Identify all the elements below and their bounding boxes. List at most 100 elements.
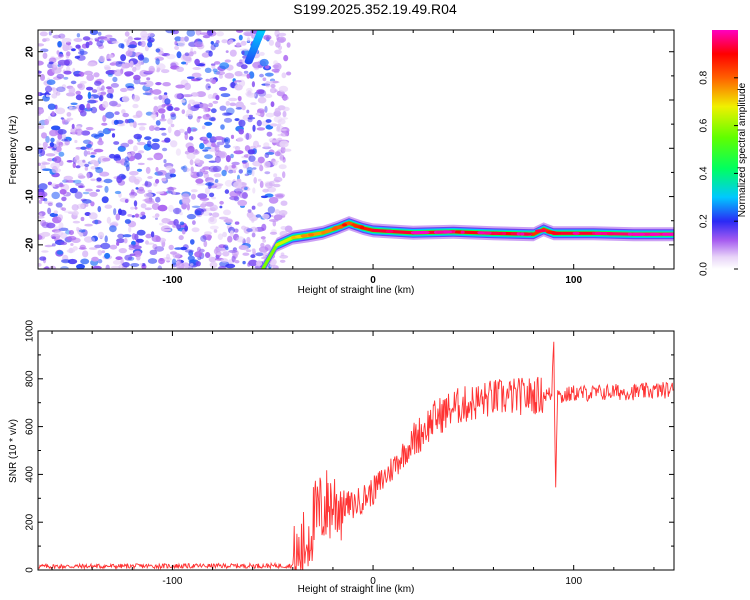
heatmap-noise-blob	[70, 102, 78, 106]
heatmap-noise-blob	[238, 169, 243, 174]
heatmap-noise-blob	[194, 210, 202, 216]
heatmap-noise-blob	[273, 60, 278, 66]
heatmap-noise-blob	[194, 158, 201, 164]
heatmap-noise-blob	[38, 107, 45, 115]
heatmap-noise-blob	[261, 223, 267, 231]
colorbar: 0.0 0.2 0.4 0.6 0.8 Normalized spectral ampl…	[699, 30, 748, 276]
heatmap-noise-blob	[159, 127, 167, 131]
heatmap-noise-blob	[247, 209, 252, 213]
heatmap-noise-blob	[124, 119, 129, 124]
heatmap-noise-blob	[152, 215, 159, 219]
heatmap-noise-blob	[162, 82, 171, 87]
heatmap-ridge-segment	[361, 226, 375, 232]
heatmap-noise-blob	[146, 242, 155, 245]
heatmap-noise-blob	[161, 228, 172, 232]
heatmap-noise-blob	[246, 73, 251, 79]
heatmap-noise-blob	[231, 161, 240, 166]
heatmap-noise-blob	[154, 246, 165, 252]
heatmap-noise-blob	[199, 168, 206, 173]
heatmap-noise-blob	[84, 166, 89, 171]
heatmap-noise-blob	[192, 67, 201, 70]
heatmap-noise-blob	[157, 265, 163, 269]
heatmap-noise-blob	[255, 112, 261, 116]
heatmap-noise-blob	[96, 86, 101, 92]
heatmap-noise-blob	[180, 246, 188, 251]
heatmap-noise-blob	[204, 67, 212, 74]
heatmap-noise-blob	[233, 181, 243, 189]
heatmap-noise-blob	[38, 183, 48, 191]
heatmap-noise-blob	[158, 50, 165, 56]
heatmap-noise-blob	[187, 145, 195, 153]
heatmap-noise-blob	[56, 86, 66, 93]
heatmap-noise-blob	[211, 212, 220, 218]
heatmap-noise-blob	[144, 45, 149, 52]
heatmap-noise-blob	[83, 236, 94, 243]
heatmap-noise-blob	[178, 235, 184, 241]
heatmap-noise-blob	[277, 118, 286, 125]
heatmap-noise-blob	[214, 179, 219, 183]
heatmap-noise-blob	[199, 142, 205, 150]
heatmap-noise-blob	[90, 106, 98, 114]
heatmap-noise-blob	[208, 165, 218, 173]
heatmap-streak	[261, 20, 269, 26]
heatmap-noise-blob	[201, 125, 206, 130]
heatmap-noise-blob	[102, 157, 111, 162]
heatmap-ridge-blob	[331, 227, 338, 231]
heatmap-noise-blob	[186, 109, 194, 117]
heatmap-y-tick-label: 0	[25, 145, 36, 151]
heatmap-noise-blob	[68, 105, 73, 109]
heatmap-noise-blob	[241, 104, 246, 111]
heatmap-noise-blob	[278, 85, 289, 93]
heatmap-noise-blob	[79, 80, 87, 84]
heatmap-noise-blob	[78, 184, 86, 189]
heatmap-noise-blob	[234, 118, 240, 122]
heatmap-noise-blob	[125, 50, 133, 57]
heatmap-noise-blob	[217, 233, 224, 240]
heatmap-noise-blob	[90, 155, 96, 158]
heatmap-noise-blob	[195, 261, 201, 267]
heatmap-noise-blob	[213, 173, 222, 178]
heatmap-noise-blob	[90, 151, 97, 155]
heatmap-noise-blob	[161, 132, 167, 136]
heatmap-noise-blob	[224, 179, 233, 187]
heatmap-noise-blob	[267, 206, 276, 214]
heatmap-noise-blob	[145, 200, 155, 204]
heatmap-noise-blob	[216, 252, 224, 256]
heatmap-noise-blob	[145, 233, 152, 239]
heatmap-ridge-segment	[275, 236, 295, 247]
heatmap-noise-blob	[85, 126, 94, 131]
heatmap-noise-blob	[224, 138, 229, 142]
heatmap-y-axis-label: Frequency (Hz)	[8, 116, 19, 185]
heatmap-noise-blob	[38, 162, 42, 166]
heatmap-noise-blob	[246, 92, 257, 98]
heatmap-noise-blob	[112, 76, 118, 83]
heatmap-noise-blob	[74, 191, 83, 199]
heatmap-noise-blob	[230, 153, 234, 159]
heatmap-noise-blob	[136, 141, 146, 146]
heatmap-noise-blob	[38, 92, 41, 96]
heatmap-noise-blob	[42, 141, 48, 148]
heatmap-noise-blob	[246, 236, 251, 244]
heatmap-noise-blob	[222, 251, 230, 257]
heatmap-noise-blob	[174, 129, 181, 137]
heatmap-noise-blob	[97, 206, 102, 213]
heatmap-noise-blob	[94, 166, 101, 170]
heatmap-noise-blob	[229, 102, 237, 107]
heatmap-noise-blob	[105, 86, 112, 90]
heatmap-noise-blob	[215, 40, 220, 44]
heatmap-noise-blob	[225, 263, 236, 269]
heatmap-noise-blob	[182, 167, 191, 172]
heatmap-noise-blob	[165, 172, 173, 179]
heatmap-noise-blob	[264, 244, 271, 251]
heatmap-noise-blob	[170, 113, 177, 120]
heatmap-noise-blob	[84, 223, 93, 227]
heatmap-noise-blob	[251, 169, 255, 177]
heatmap-noise-blob	[223, 117, 233, 123]
heatmap-noise-blob	[38, 70, 42, 74]
heatmap-noise-blob	[259, 58, 269, 67]
heatmap-noise-blob	[213, 229, 218, 233]
heatmap-noise-blob	[153, 105, 159, 113]
heatmap-noise-blob	[140, 211, 146, 216]
heatmap-noise-blob	[248, 259, 258, 267]
heatmap-noise-blob	[149, 125, 155, 132]
